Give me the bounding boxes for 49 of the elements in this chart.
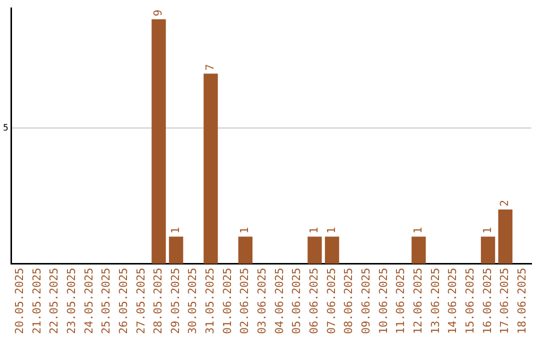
bar: [324, 236, 340, 264]
x-tick-label: 10.06.2025: [376, 268, 390, 334]
bar: [204, 74, 218, 264]
x-tick-label: 08.06.2025: [342, 268, 356, 334]
x-tick-label: 27.05.2025: [134, 268, 148, 334]
data-label: 1: [324, 226, 338, 234]
x-tick-label: 02.06.2025: [238, 268, 252, 334]
bar: [152, 19, 166, 264]
bar: [238, 236, 252, 264]
x-tick-label: 01.06.2025: [220, 268, 234, 334]
x-tick-label: 26.05.2025: [116, 268, 130, 334]
bar: [412, 236, 426, 264]
x-tick-label: 20.05.2025: [12, 268, 26, 334]
bar: [480, 236, 496, 264]
x-tick-label: 18.06.2025: [516, 268, 529, 334]
x-tick-label: 11.06.2025: [394, 268, 408, 334]
data-label: 1: [480, 226, 494, 234]
x-tick-label: 31.05.2025: [204, 268, 217, 334]
x-tick-label: 16.06.2025: [480, 268, 494, 334]
x-tick-label: 05.06.2025: [290, 268, 304, 334]
x-tick-label: 17.06.2025: [498, 268, 512, 334]
bar: [168, 236, 184, 264]
x-tick-label: 30.05.2025: [186, 268, 200, 334]
x-tick-label: 23.05.2025: [64, 268, 78, 334]
data-label: 9: [152, 10, 165, 16]
x-tick-label: 12.06.2025: [412, 268, 425, 334]
y-tick-label: 5: [2, 123, 8, 134]
x-tick-label: 21.05.2025: [30, 268, 44, 334]
x-tick-label: 04.06.2025: [272, 268, 286, 334]
x-tick-label: 29.05.2025: [168, 268, 182, 334]
x-tick-label: 22.05.2025: [48, 268, 61, 334]
bar: [498, 209, 512, 264]
x-tick-label: 13.06.2025: [428, 268, 442, 334]
x-tick-label: 03.06.2025: [256, 268, 269, 334]
bar: [308, 236, 322, 264]
x-tick-label: 07.06.2025: [324, 268, 338, 334]
data-label: 1: [238, 226, 252, 234]
data-label: 1: [168, 226, 182, 234]
x-tick-label: 25.05.2025: [100, 268, 113, 334]
x-tick-label: 14.06.2025: [446, 268, 460, 334]
x-tick-label: 24.05.2025: [82, 268, 96, 334]
data-label: 7: [204, 64, 217, 71]
data-label: 1: [412, 226, 425, 234]
data-label: 1: [308, 226, 321, 234]
x-tick-label: 15.06.2025: [464, 268, 477, 334]
x-tick-label: 06.06.2025: [308, 268, 321, 334]
x-tick-label: 09.06.2025: [360, 268, 373, 334]
x-tick-label: 28.05.2025: [152, 268, 165, 334]
data-label: 2: [498, 200, 512, 206]
